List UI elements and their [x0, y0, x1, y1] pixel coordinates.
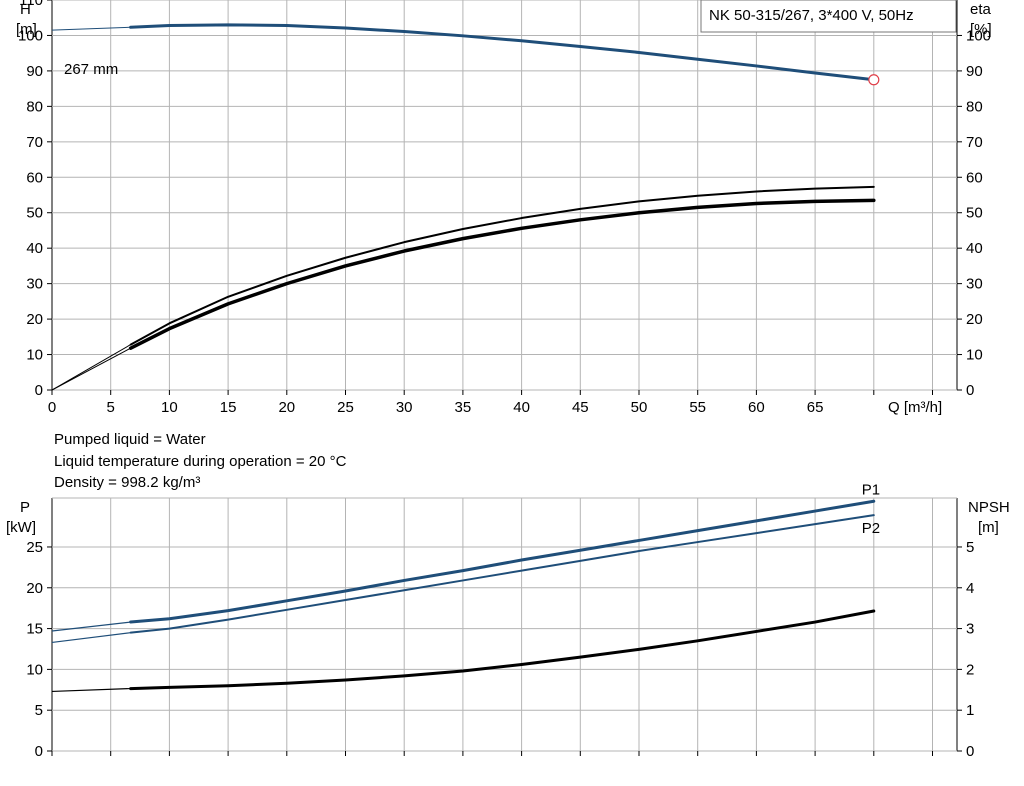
title-box — [700, 0, 957, 33]
x-tick-label: 5 — [107, 399, 115, 416]
right-tick-label: 10 — [966, 347, 983, 364]
series-line — [129, 185, 875, 346]
x-tick-label: 40 — [513, 399, 530, 416]
info-density: Density = 998.2 kg/m³ — [54, 474, 201, 491]
x-tick-label: 35 — [455, 399, 472, 416]
right-tick-label: 4 — [966, 580, 974, 597]
right-tick-label: 70 — [966, 134, 983, 151]
x-tick-label: 45 — [572, 399, 589, 416]
left-axis-title: H — [20, 1, 31, 18]
left-tick-label: 90 — [26, 63, 43, 80]
right-axis-unit: [m] — [978, 519, 999, 536]
right-tick-label: 1 — [966, 702, 974, 719]
right-tick-label: 20 — [966, 311, 983, 328]
x-tick-label: 55 — [689, 399, 706, 416]
left-tick-label: 110 — [19, 0, 43, 9]
info-temperature: Liquid temperature during operation = 20… — [54, 453, 347, 470]
power-chart-series — [51, 499, 876, 693]
x-tick-label: 60 — [748, 399, 765, 416]
right-tick-label: 90 — [966, 63, 983, 80]
left-tick-label: 30 — [26, 276, 43, 293]
left-tick-label: 50 — [26, 205, 43, 222]
curve-annotation: 267 mm — [64, 61, 118, 78]
series-label-p2: P2 — [862, 520, 880, 537]
x-tick-label: 15 — [220, 399, 237, 416]
x-tick-label: 50 — [631, 399, 648, 416]
series-line — [129, 514, 875, 634]
left-tick-label: 10 — [26, 661, 43, 678]
right-axis-title: eta — [970, 1, 992, 18]
series-thin-line — [51, 687, 131, 693]
head-chart-grid — [47, 0, 962, 395]
series-line — [129, 23, 876, 82]
left-tick-label: 15 — [26, 621, 43, 638]
right-axis-title: NPSH — [968, 499, 1010, 516]
left-tick-label: 25 — [26, 539, 43, 556]
axis-labels: 0102030405060708090100110010203040506070… — [6, 0, 1010, 760]
series-thin-line — [51, 632, 131, 644]
x-tick-label: 65 — [807, 399, 824, 416]
right-tick-label: 100 — [966, 27, 991, 44]
right-tick-label: 0 — [966, 743, 974, 760]
left-axis-unit: [kW] — [6, 519, 36, 536]
left-tick-label: 60 — [26, 169, 43, 186]
title-box-text: NK 50-315/267, 3*400 V, 50Hz — [709, 7, 914, 24]
series-line — [128, 198, 876, 350]
right-tick-label: 80 — [966, 98, 983, 115]
left-axis-unit: [m] — [16, 21, 37, 38]
right-tick-label: 60 — [966, 169, 983, 186]
series-extension — [51, 344, 131, 391]
left-tick-label: 70 — [26, 134, 43, 151]
x-tick-label: 10 — [161, 399, 178, 416]
right-tick-label: 30 — [966, 276, 983, 293]
right-tick-label: 5 — [966, 539, 974, 556]
right-tick-label: 3 — [966, 621, 974, 638]
series-thin-line — [51, 621, 131, 632]
left-axis-title: P — [20, 499, 30, 516]
x-tick-label: 0 — [48, 399, 56, 416]
left-tick-label: 0 — [35, 382, 43, 399]
series-extension — [51, 347, 131, 391]
left-tick-label: 80 — [26, 98, 43, 115]
duty-point-marker — [868, 74, 880, 86]
right-axis-unit: [%] — [970, 21, 992, 38]
left-tick-label: 0 — [35, 743, 43, 760]
x-tick-label: 30 — [396, 399, 413, 416]
left-tick-label: 20 — [26, 580, 43, 597]
info-liquid: Pumped liquid = Water — [54, 431, 206, 448]
series-extension — [51, 26, 131, 31]
series-line — [129, 499, 876, 624]
power-chart-grid — [47, 497, 962, 756]
series-label-p1: P1 — [862, 481, 880, 498]
left-tick-label: 10 — [26, 347, 43, 364]
right-tick-label: 2 — [966, 661, 974, 678]
right-tick-label: 40 — [966, 240, 983, 257]
left-tick-label: 5 — [35, 702, 43, 719]
x-axis-label: Q [m³/h] — [888, 399, 942, 416]
left-tick-label: 40 — [26, 240, 43, 257]
left-tick-label: 20 — [26, 311, 43, 328]
x-tick-label: 25 — [337, 399, 354, 416]
right-tick-label: 0 — [966, 382, 974, 399]
left-tick-label: 100 — [18, 27, 43, 44]
head-chart-series — [51, 23, 880, 391]
series-line — [129, 609, 876, 691]
right-tick-label: 50 — [966, 205, 983, 222]
x-tick-label: 20 — [278, 399, 295, 416]
